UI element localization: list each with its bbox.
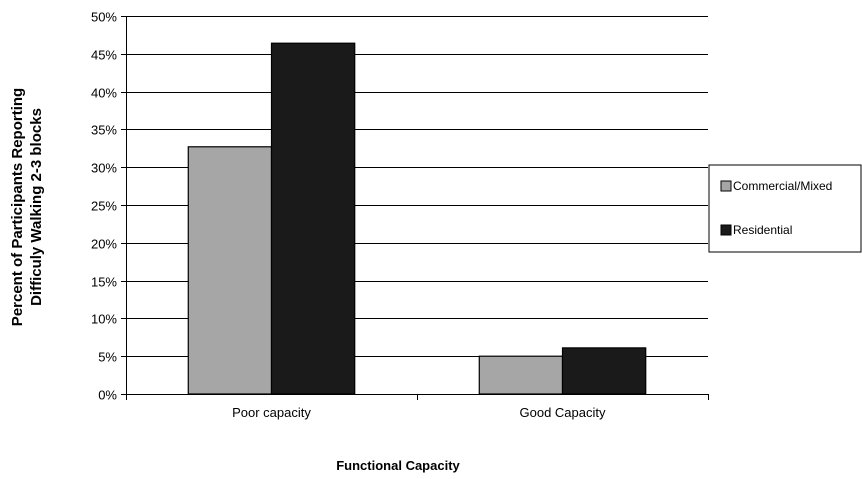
legend-label-commercial-mixed: Commercial/Mixed [733, 179, 832, 193]
legend-swatch-commercial-mixed [720, 180, 732, 192]
y-tick-labels: 0% 5% 10% 15% 20% 25% 30% 35% 40% 45% 50% [91, 10, 117, 403]
x-category-label-0: Poor capacity [232, 405, 311, 420]
bar-commercial-mixed-good-capacity [478, 355, 564, 395]
legend: Commercial/Mixed Residential [708, 164, 862, 253]
y-tick-label-25: 25% [91, 199, 117, 214]
x-category-label-1: Good Capacity [520, 405, 606, 420]
x-axis-title: Functional Capacity [336, 458, 460, 473]
y-tick-label-20: 20% [91, 237, 117, 252]
y-axis-title-line-1: Percent of Participants Reporting [9, 88, 26, 326]
y-tick-label-45: 45% [91, 48, 117, 63]
x-category-labels: Poor capacity Good Capacity [232, 405, 606, 420]
y-tick-label-40: 40% [91, 86, 117, 101]
y-tick-label-0: 0% [98, 388, 117, 403]
bar-commercial-mixed-poor-capacity [187, 146, 273, 395]
y-tick-label-10: 10% [91, 312, 117, 327]
axes [126, 16, 709, 400]
y-tick-label-35: 35% [91, 123, 117, 138]
y-tick-label-5: 5% [98, 350, 117, 365]
bar-residential-poor-capacity [270, 42, 356, 395]
y-tick-label-15: 15% [91, 275, 117, 290]
bars [187, 42, 647, 395]
y-tick-label-50: 50% [91, 10, 117, 25]
y-tick-label-30: 30% [91, 161, 117, 176]
bar-residential-good-capacity [561, 347, 647, 395]
legend-box [708, 164, 862, 253]
y-axis-title-line-2: Difficuly Walking 2-3 blocks [28, 108, 45, 306]
legend-swatch-residential [720, 224, 732, 236]
legend-label-residential: Residential [733, 223, 792, 237]
